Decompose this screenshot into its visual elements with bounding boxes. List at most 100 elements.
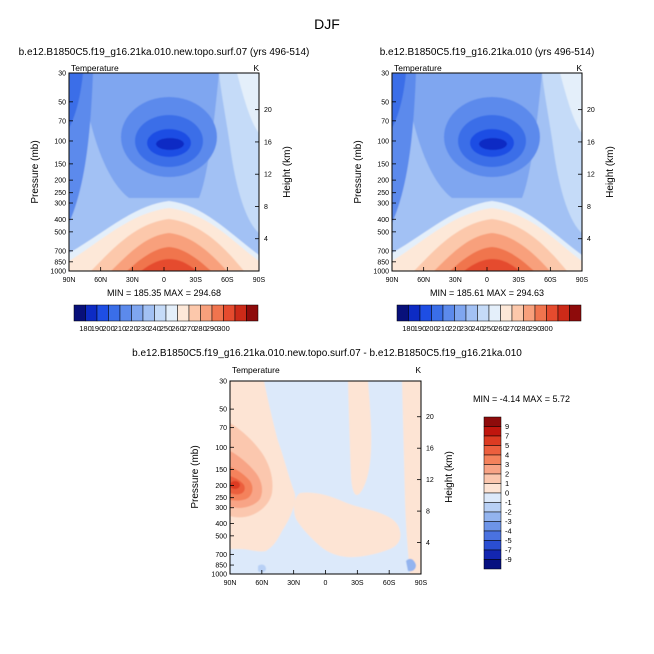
panel-3-colorbar-box — [483, 521, 502, 532]
panel-1-x-tick-label: 60S — [221, 277, 234, 284]
panel-1-x-tick: 0 — [162, 267, 166, 284]
panel-2-colorbar-label: 250 — [483, 324, 496, 333]
panel-1-colorbar-box — [246, 304, 259, 322]
panel-2-y-tick-label: 70 — [381, 118, 389, 125]
panel-3-colorbar-box — [483, 464, 502, 475]
panel-2-y-tick: 100 — [377, 138, 396, 145]
panel-2-y-tick-label: 300 — [377, 201, 389, 208]
panel-1-x-axis: 90N 60N 30N 0 30S 60S 90S — [63, 267, 266, 284]
panel-1-colorbar-label: 290 — [206, 324, 219, 333]
panel-2-y-tick: 150 — [377, 161, 396, 168]
panel-3-x-tick: 60S — [383, 570, 396, 587]
panel-1-y-tick-label: 150 — [54, 161, 66, 168]
panel-3-x-tick-label: 30S — [351, 580, 364, 587]
panel-2-y2-label: Height (km) — [605, 146, 616, 198]
panel-3-colorbar-label: 7 — [505, 432, 509, 441]
panel-1-colorbar-box — [142, 304, 155, 322]
panel-2-y-tick: 700 — [377, 248, 396, 255]
panel-3-colorbar-box — [483, 559, 502, 570]
panel-1-fill-220-west — [69, 73, 83, 128]
panel-2-colorbar-label: 290 — [529, 324, 542, 333]
panel-2-y-label: Pressure (mb) — [353, 140, 364, 203]
panel-3-y2-tick: 20 — [417, 414, 434, 421]
panel-3-y-tick-label: 150 — [215, 467, 227, 474]
panel-2-colorbar-box — [408, 304, 421, 322]
panel-3-y-tick-label: 700 — [215, 552, 227, 559]
panel-3-x-tick-label: 0 — [324, 580, 328, 587]
panel-2-y-tick: 500 — [377, 229, 396, 236]
panel-2-colorbar-box — [431, 304, 444, 322]
panel-2-x-tick: 30S — [512, 267, 525, 284]
panel-3-colorbar-label: 0 — [505, 489, 509, 498]
panel-1-y2-tick: 12 — [255, 172, 272, 179]
panel-1-colorbar-label: 220 — [125, 324, 138, 333]
panel-3-y-tick: 700 — [215, 552, 234, 559]
panel-2: b.e12.B1850C5.f19_g16.21ka.010 (yrs 496-… — [353, 47, 616, 333]
panel-2-y-axis: 30 50 70 100 150 200 250 300 400 500 700 850 1000 Pr… — [353, 71, 396, 276]
panel-2-y-tick-label: 850 — [377, 259, 389, 266]
panel-2-x-tick-label: 30N — [449, 277, 462, 284]
panel-2-colorbar-label: 230 — [460, 324, 473, 333]
panel-3-y-tick-label: 100 — [215, 445, 227, 452]
panel-2-subtitle-left: Temperature — [394, 63, 442, 73]
panel-1-colorbar-box — [188, 304, 201, 322]
panel-3-y-tick: 30 — [219, 379, 234, 386]
panel-2-plot-area — [391, 72, 583, 272]
panel-2-colorbar-label: 180 — [402, 324, 415, 333]
panel-1-x-tick: 30S — [189, 267, 202, 284]
panel-3-x-tick-label: 60N — [255, 580, 268, 587]
panel-2-colorbar-box — [488, 304, 501, 322]
panel-2-y-tick: 850 — [377, 259, 396, 266]
panel-1-colorbar-box — [177, 304, 190, 322]
panel-2-y-tick: 300 — [377, 201, 396, 208]
panel-1-y-tick-label: 300 — [54, 201, 66, 208]
panel-1-y-tick-label: 1000 — [50, 269, 66, 276]
panel-1-x-tick-label: 30S — [189, 277, 202, 284]
panel-2-colorbar-box — [511, 304, 524, 322]
panel-3-y-tick-label: 200 — [215, 483, 227, 490]
panel-1-y-tick: 700 — [54, 248, 73, 255]
panel-1-colorbar-label: 280 — [194, 324, 207, 333]
panel-2-fill-270-east — [560, 73, 582, 133]
panel-1: b.e12.B1850C5.f19_g16.21ka.010.new.topo.… — [19, 47, 310, 333]
panel-3-colorbar-box — [483, 540, 502, 551]
panel-3-colorbar-label: 3 — [505, 460, 509, 469]
panel-2-colorbar-label: 260 — [494, 324, 507, 333]
panel-2-x-tick-label: 60N — [417, 277, 430, 284]
panel-2-y2-ticks: 20 16 12 8 4 — [578, 107, 595, 243]
panel-1-colorbar-box — [223, 304, 236, 322]
panel-1-colorbar-label: 260 — [171, 324, 184, 333]
panel-2-y-tick-label: 400 — [377, 217, 389, 224]
panel-3-y2-tick: 8 — [417, 509, 430, 516]
panel-3-colorbar-box — [483, 426, 502, 437]
panel-2-x-tick: 90S — [576, 267, 589, 284]
panel-3-y-axis: 30 50 70 100 150 200 250 300 400 500 700 850 1000 Pr… — [190, 379, 234, 579]
panel-1-y-tick: 300 — [54, 201, 73, 208]
panel-2-y-tick-label: 30 — [381, 71, 389, 78]
panel-1-plot-area — [68, 72, 260, 272]
panel-1-colorbar-box — [211, 304, 224, 322]
panel-2-y2-tick-label: 20 — [587, 107, 595, 114]
panel-2-x-tick: 60S — [544, 267, 557, 284]
panel-1-y-tick: 500 — [54, 229, 73, 236]
panel-3-y2-tick-label: 8 — [426, 509, 430, 516]
panel-3-y-tick: 250 — [215, 495, 234, 502]
panel-2-y-tick-label: 700 — [377, 248, 389, 255]
panel-3-y-tick-label: 50 — [219, 407, 227, 414]
panel-2-y-tick-label: 150 — [377, 161, 389, 168]
page-title: DJF — [314, 16, 340, 32]
panel-2-y2-tick: 4 — [578, 236, 591, 243]
panel-2-colorbar-box — [500, 304, 513, 322]
panel-3-colorbar-box — [483, 530, 502, 541]
panel-2-y-tick: 400 — [377, 217, 396, 224]
panel-3-fill-1-south — [348, 381, 372, 496]
panel-2-title: b.e12.B1850C5.f19_g16.21ka.010 (yrs 496-… — [380, 47, 595, 58]
panel-3-y-tick-label: 300 — [215, 505, 227, 512]
panel-3-x-tick-label: 90N — [224, 580, 237, 587]
panel-2-fill-310-warm — [464, 259, 520, 271]
panel-1-colorbar-box — [200, 304, 213, 322]
